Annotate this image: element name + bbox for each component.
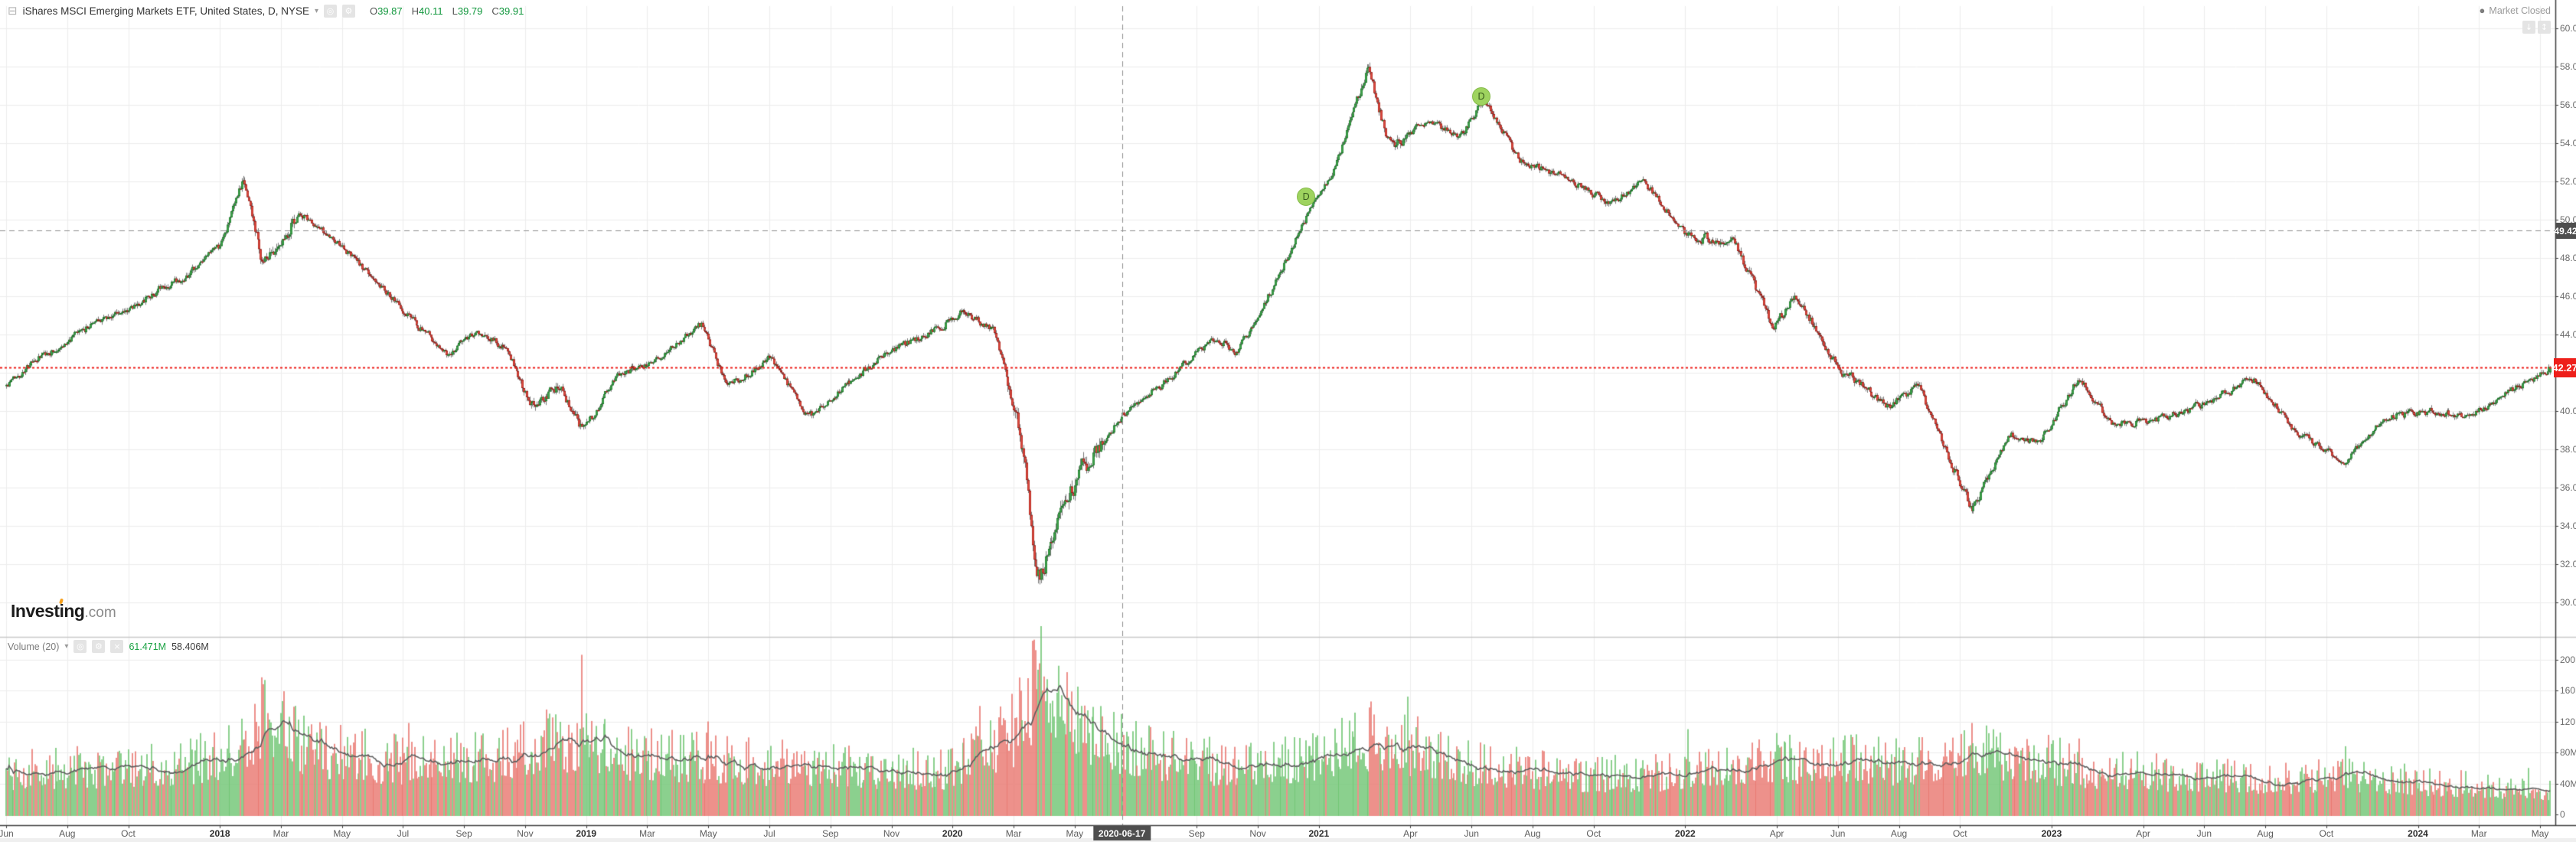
settings-gear-icon[interactable]: ⚙ — [341, 5, 355, 18]
price-tick-label: 52.00 — [2560, 176, 2576, 187]
symbol-title[interactable]: iShares MSCI Emerging Markets ETF, Unite… — [22, 5, 309, 17]
time-tick-label: Sep — [455, 828, 472, 839]
visibility-icon[interactable]: ◎ — [73, 640, 87, 653]
time-tick-label: Jun — [2196, 828, 2212, 839]
price-tick-label: 44.00 — [2560, 329, 2576, 340]
price-tick-label: 60.00 — [2560, 23, 2576, 34]
time-tick-label: Aug — [1890, 828, 1908, 839]
volume-tick-label: 80M — [2560, 747, 2576, 758]
price-tick-label: 36.00 — [2560, 482, 2576, 493]
time-tick-label: 2021 — [1308, 828, 1330, 839]
time-tick-label: 2024 — [2408, 828, 2428, 839]
volume-bar-value: 61.471M — [129, 641, 167, 652]
price-axis-buttons: ↓ ↕ — [2522, 21, 2551, 34]
collapse-pane-icon[interactable]: ⊟ — [8, 4, 18, 18]
ohlc-o: O39.87 — [369, 5, 403, 17]
time-tick-label: Jun — [1464, 828, 1479, 839]
ohlc-c: C39.91 — [491, 5, 524, 17]
market-status: ● Market Closed — [2480, 5, 2551, 16]
time-tick-label: May — [2531, 828, 2549, 839]
logo-accent-i: i — [59, 601, 64, 621]
price-tick-label: 58.00 — [2560, 61, 2576, 72]
time-tick-label: Sep — [1188, 828, 1205, 839]
time-tick-label: 2023 — [2041, 828, 2062, 839]
logo-text-end: ng — [64, 601, 85, 621]
volume-tick-label: 40M — [2560, 778, 2576, 789]
volume-tick-label: 160M — [2560, 685, 2576, 696]
time-tick-label: 2018 — [209, 828, 230, 839]
logo-suffix: .com — [84, 605, 116, 621]
price-tick-label: 48.00 — [2560, 253, 2576, 263]
time-tick-label: Aug — [1524, 828, 1541, 839]
scroll-down-icon[interactable]: ↓ — [2522, 21, 2535, 34]
time-tick-label: Aug — [59, 828, 76, 839]
chevron-down-icon[interactable]: ▾ — [314, 7, 318, 15]
time-tick-label: Oct — [1586, 828, 1601, 839]
time-tick-label: Jun — [1830, 828, 1846, 839]
ohlc-values: O39.87 H40.11 L39.79 C39.91 — [370, 5, 524, 17]
dividend-marker[interactable]: D — [1472, 86, 1490, 106]
time-tick-label: Nov — [1249, 828, 1266, 839]
time-tick-label: 2019 — [576, 828, 597, 839]
market-status-label: Market Closed — [2489, 5, 2551, 16]
time-tick-label: Oct — [1952, 828, 1967, 839]
volume-ma-value: 58.406M — [171, 641, 209, 652]
time-tick-label: Mar — [2470, 828, 2487, 839]
time-tick-label: Oct — [121, 828, 135, 839]
price-tick-label: 30.00 — [2560, 597, 2576, 608]
visibility-icon[interactable]: ◎ — [323, 5, 337, 18]
time-tick-label: Oct — [2319, 828, 2334, 839]
bottom-strip — [0, 838, 2576, 842]
price-tick-label: 46.00 — [2560, 291, 2576, 302]
price-tick-label: 38.00 — [2560, 444, 2576, 455]
time-tick-label: Nov — [517, 828, 534, 839]
price-tick-label: 56.00 — [2560, 100, 2576, 110]
auto-scale-icon[interactable]: ↕ — [2538, 21, 2551, 34]
last-price-badge: 42.27 — [2552, 357, 2576, 377]
crosshair-price-badge: 49.42 — [2554, 223, 2576, 239]
time-tick-label: Apr — [1769, 828, 1784, 839]
crosshair-date-badge: 2020-06-17 — [1092, 826, 1151, 840]
chart-header: ⊟ iShares MSCI Emerging Markets ETF, Uni… — [8, 5, 524, 18]
ohlc-h: H40.11 — [411, 5, 443, 17]
time-tick-label: Apr — [2136, 828, 2150, 839]
time-tick-label: May — [1066, 828, 1084, 839]
time-tick-label: Apr — [1403, 828, 1418, 839]
time-tick-label: Nov — [883, 828, 900, 839]
time-tick-label: Sep — [822, 828, 839, 839]
time-tick-label: Jul — [397, 828, 410, 839]
time-tick-label: 2020 — [942, 828, 963, 839]
price-tick-label: 54.00 — [2560, 138, 2576, 148]
volume-pane-header: Volume (20) ▾ ◎ ⚙ × 61.471M 58.406M — [8, 640, 209, 653]
time-tick-label: Mar — [273, 828, 289, 839]
price-tick-label: 40.00 — [2560, 406, 2576, 416]
price-tick-label: 32.00 — [2560, 559, 2576, 569]
price-tick-label: 34.00 — [2560, 521, 2576, 531]
time-tick-label: May — [699, 828, 717, 839]
time-tick-label: May — [333, 828, 351, 839]
volume-tick-label: 0 — [2560, 809, 2565, 820]
volume-indicator-label[interactable]: Volume (20) — [8, 641, 60, 652]
time-tick-label: Mar — [1005, 828, 1022, 839]
settings-gear-icon[interactable]: ⚙ — [92, 640, 106, 653]
price-tick-label: 50.00 — [2560, 214, 2576, 225]
time-tick-label: 2022 — [1675, 828, 1696, 839]
time-tick-label: Mar — [639, 828, 655, 839]
time-tick-label: Jun — [0, 828, 14, 839]
volume-tick-label: 120M — [2560, 716, 2576, 727]
chevron-down-icon[interactable]: ▾ — [64, 642, 69, 651]
time-tick-label: Jul — [763, 828, 775, 839]
volume-tick-label: 200M — [2560, 654, 2576, 665]
investing-logo: Investing.com — [11, 601, 116, 622]
market-status-dot-icon: ● — [2479, 5, 2486, 16]
ohlc-l: L39.79 — [452, 5, 483, 17]
time-tick-label: Aug — [2257, 828, 2274, 839]
dividend-marker[interactable]: D — [1297, 188, 1316, 206]
close-icon[interactable]: × — [110, 640, 124, 653]
logo-text: Invest — [11, 601, 60, 621]
